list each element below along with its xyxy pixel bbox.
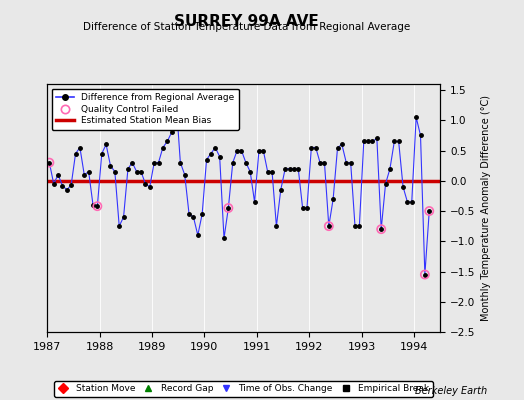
- Point: [224, 205, 233, 211]
- Point: [93, 203, 102, 209]
- Point: [377, 226, 385, 232]
- Point: [324, 223, 333, 229]
- Legend: Station Move, Record Gap, Time of Obs. Change, Empirical Break: Station Move, Record Gap, Time of Obs. C…: [54, 381, 433, 397]
- Text: SURREY 99A AVE: SURREY 99A AVE: [174, 14, 319, 29]
- Point: [45, 160, 53, 166]
- Point: [425, 208, 433, 214]
- Text: Berkeley Earth: Berkeley Earth: [415, 386, 487, 396]
- Text: Difference of Station Temperature Data from Regional Average: Difference of Station Temperature Data f…: [83, 22, 410, 32]
- Y-axis label: Monthly Temperature Anomaly Difference (°C): Monthly Temperature Anomaly Difference (…: [481, 95, 491, 321]
- Point: [421, 271, 429, 278]
